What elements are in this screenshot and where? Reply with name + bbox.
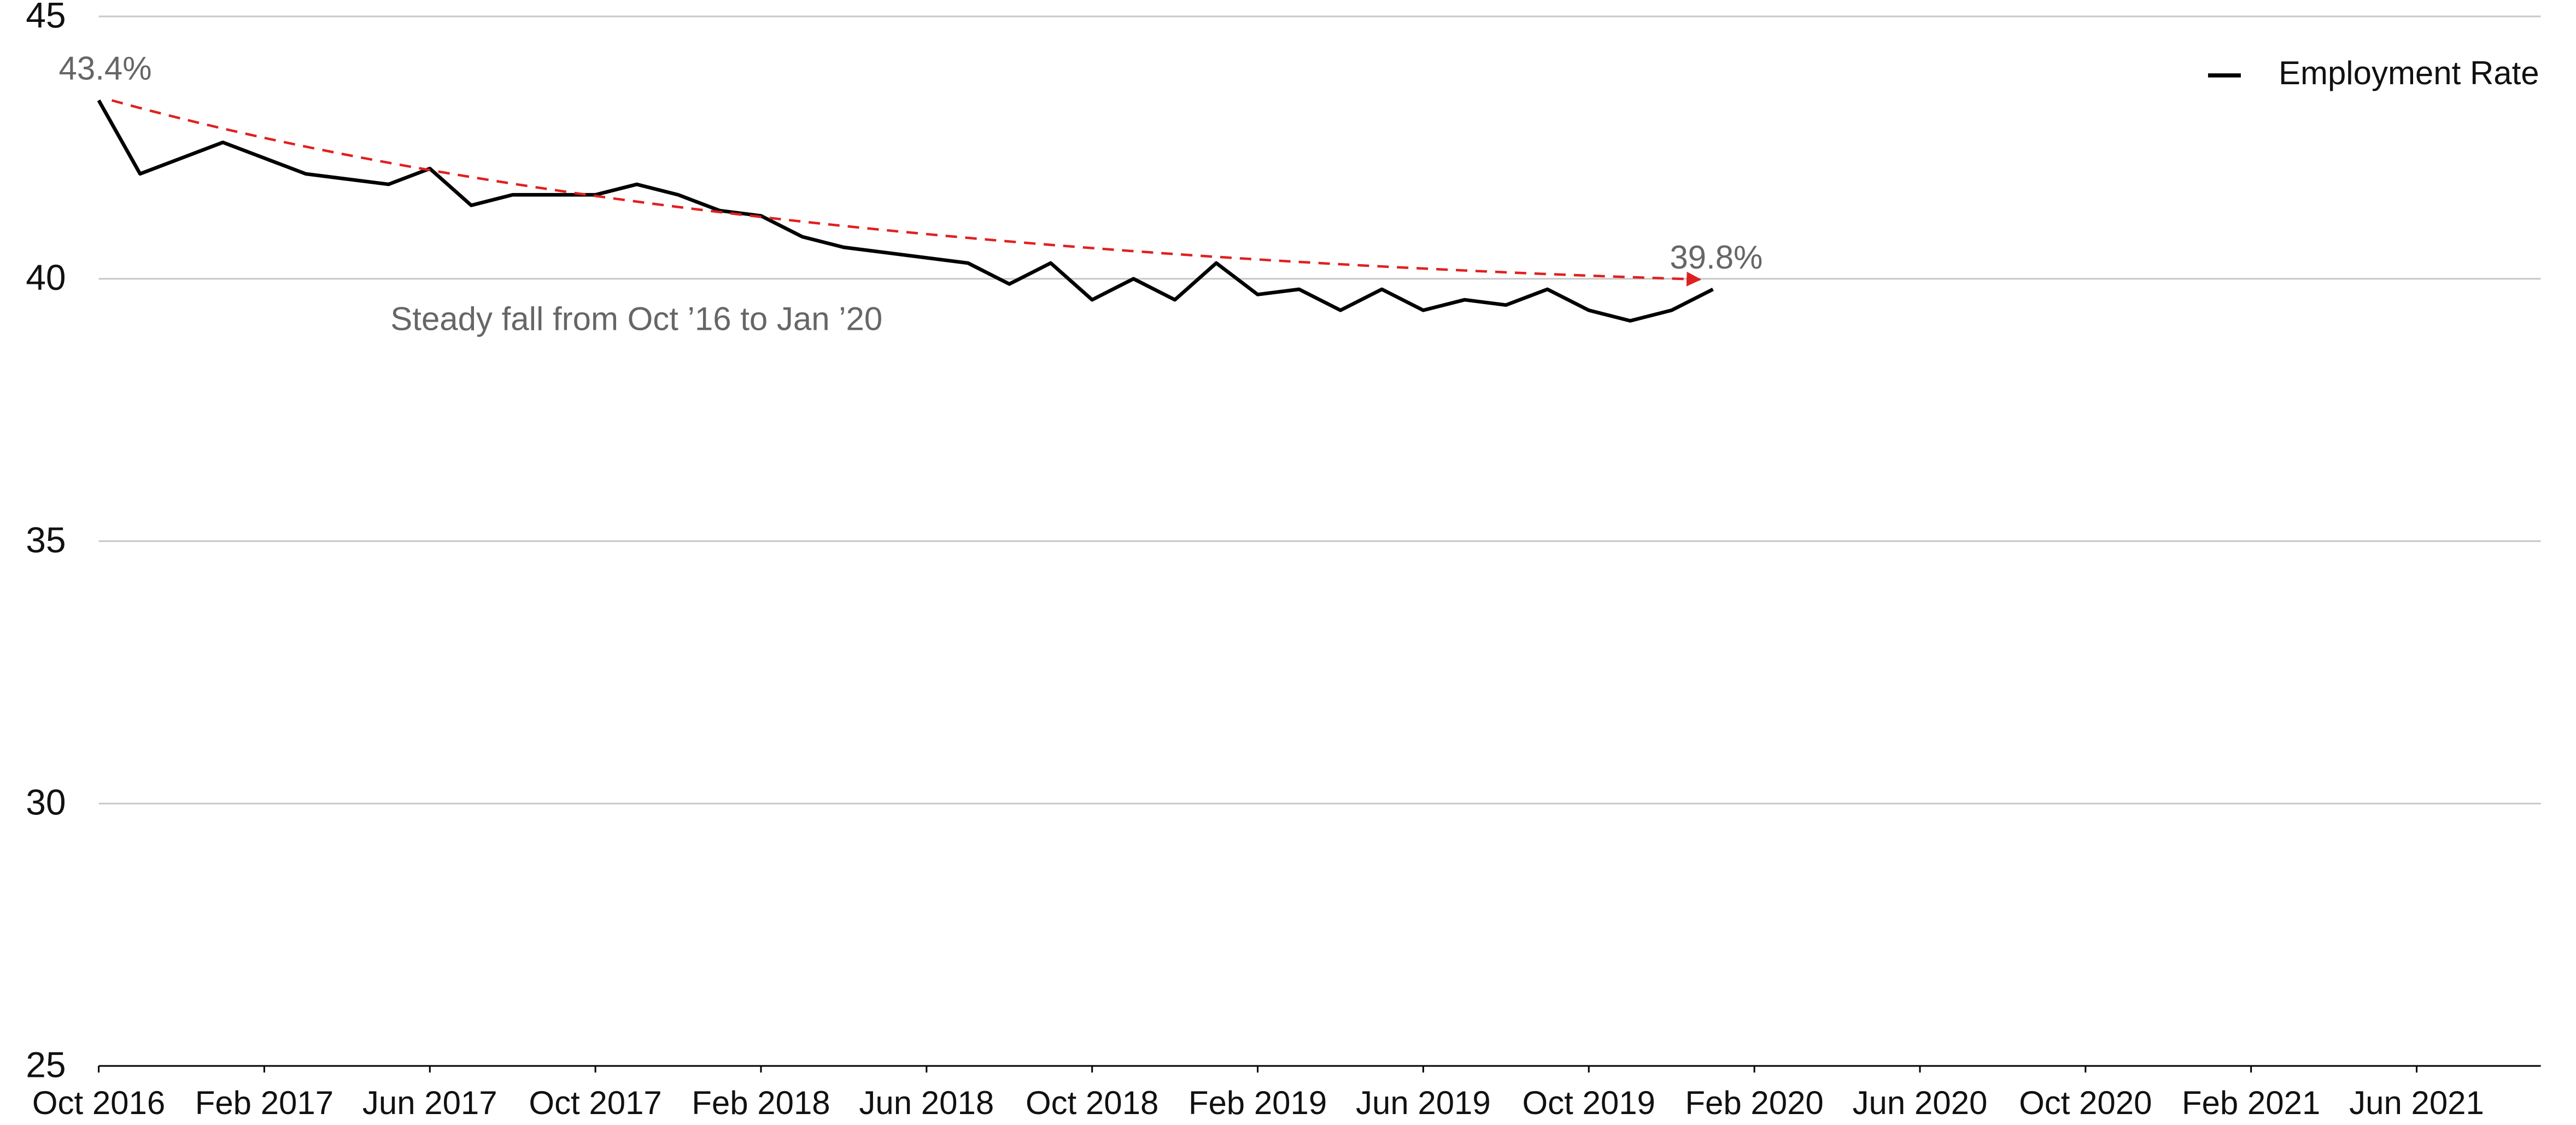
- x-tick-label: Feb 2018: [692, 1085, 830, 1121]
- y-tick-label: 35: [26, 520, 66, 560]
- x-tick-label: Oct 2018: [1026, 1085, 1158, 1121]
- x-tick-label: Jun 2021: [2349, 1085, 2484, 1121]
- y-tick-label: 30: [26, 782, 66, 823]
- x-tick-label: Jun 2017: [362, 1085, 497, 1121]
- x-tick-label: Oct 2016: [32, 1085, 165, 1121]
- trend-arrow: [111, 99, 1702, 287]
- x-tick-label: Jun 2018: [859, 1085, 994, 1121]
- legend-label: Employment Rate: [2279, 55, 2539, 91]
- line-series: [97, 99, 1714, 323]
- x-tick-label: Feb 2021: [2182, 1085, 2320, 1121]
- x-tick-label: Oct 2017: [529, 1085, 661, 1121]
- x-tick-label: Feb 2020: [1685, 1085, 1823, 1121]
- y-tick-label: 40: [26, 257, 66, 298]
- y-tick-label: 25: [26, 1044, 66, 1085]
- x-tick-label: Jun 2019: [1356, 1085, 1491, 1121]
- x-tick-label: Feb 2019: [1189, 1085, 1327, 1121]
- data-label: 39.8%: [1670, 239, 1763, 276]
- y-tick-label: 45: [26, 0, 66, 35]
- x-tick-label: Oct 2019: [1523, 1085, 1655, 1121]
- x-tick-label: Oct 2020: [2019, 1085, 2152, 1121]
- data-label: 43.4%: [59, 50, 152, 86]
- annotation: Steady fall from Oct ’16 to Jan ’20: [390, 301, 882, 337]
- x-tick-label: Jun 2020: [1853, 1085, 1988, 1121]
- x-tick-label: Feb 2017: [195, 1085, 333, 1121]
